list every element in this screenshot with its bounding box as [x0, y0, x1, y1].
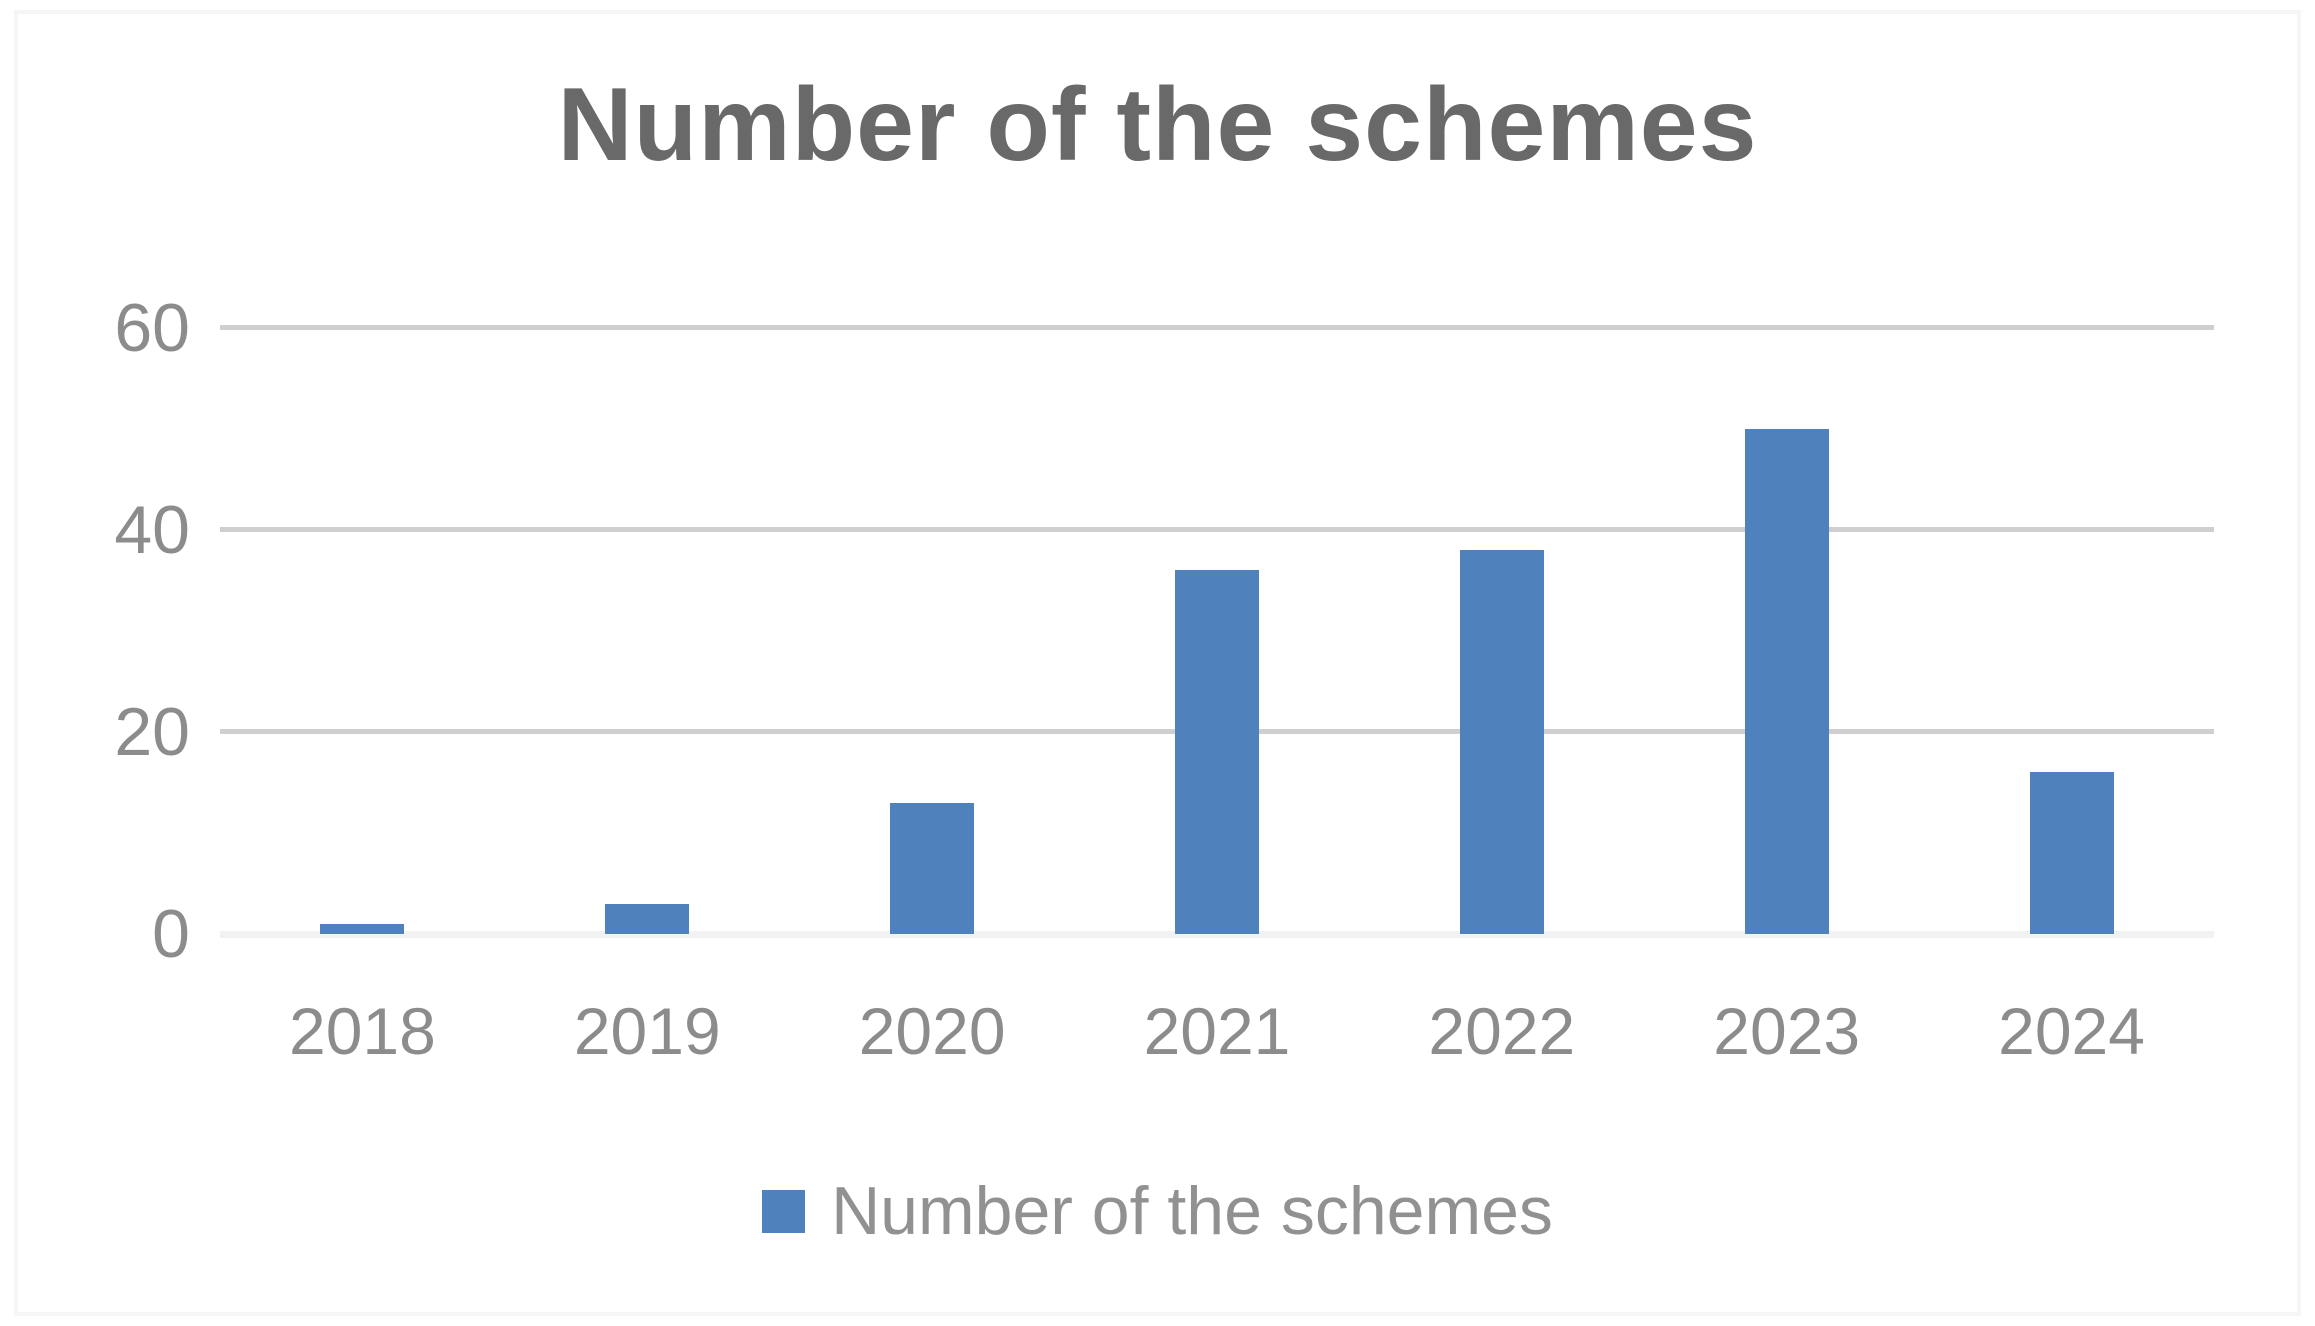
x-tick-label-2020: 2020 — [858, 994, 1006, 1068]
x-tick-label-2018: 2018 — [289, 994, 436, 1068]
x-tick-label-2023: 2023 — [1713, 994, 1861, 1068]
bar-2019 — [605, 903, 690, 934]
x-axis-line — [220, 931, 2214, 938]
y-tick-label-40: 40 — [114, 492, 190, 568]
chart-frame: Number of the schemes 60 40 20 0 2018 2019 20… — [14, 10, 2301, 1316]
y-tick-label-60: 60 — [114, 290, 190, 366]
x-tick-label-2024: 2024 — [1998, 994, 2145, 1068]
x-tick-label-2019: 2019 — [573, 994, 721, 1068]
bar-2024 — [2029, 772, 2114, 934]
bar-2020 — [890, 802, 975, 934]
chart-title: Number of the schemes — [557, 67, 1758, 183]
x-tick-label-2021: 2021 — [1143, 994, 1291, 1068]
gridline-40 — [220, 527, 2214, 532]
bar-2021 — [1175, 570, 1259, 934]
plot-area — [220, 325, 2214, 938]
legend: Number of the schemes — [18, 1166, 2297, 1256]
y-axis: 60 40 20 0 — [18, 294, 190, 968]
bar-2022 — [1459, 550, 1544, 934]
legend-label: Number of the schemes — [831, 1173, 1553, 1249]
x-tick-label-2022: 2022 — [1428, 994, 1576, 1068]
bar-2018 — [320, 923, 405, 934]
x-axis: 2018 2019 2020 2021 2022 2023 2024 — [220, 996, 2214, 1076]
legend-swatch-icon — [762, 1189, 806, 1233]
y-tick-label-0: 0 — [152, 896, 190, 972]
bar-2023 — [1744, 429, 1829, 934]
gridline-60 — [220, 325, 2214, 330]
y-tick-label-20: 20 — [114, 694, 190, 770]
